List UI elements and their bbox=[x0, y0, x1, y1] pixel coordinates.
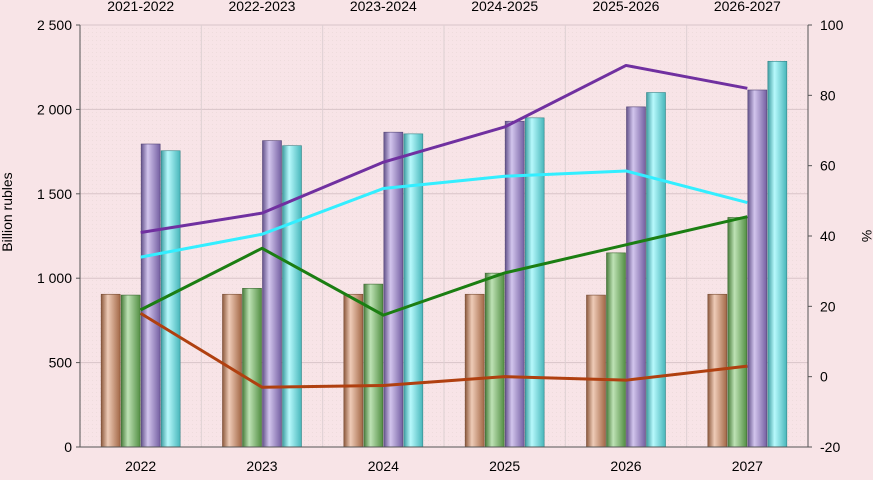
line-series1 bbox=[139, 312, 748, 389]
bar-series4 bbox=[403, 133, 424, 448]
x-tick-label: 2027 bbox=[732, 458, 763, 474]
bar-series4 bbox=[646, 92, 666, 448]
y-tick-label: 2 000 bbox=[37, 101, 72, 117]
bar-series4 bbox=[767, 60, 788, 448]
bar-series2 bbox=[484, 272, 505, 448]
x-tick-label: 2026 bbox=[610, 458, 641, 474]
y2-tick-label: 0 bbox=[820, 369, 828, 385]
y-tick-label: 0 bbox=[64, 439, 72, 455]
top-x-tick-label: 2024-2025 bbox=[471, 0, 538, 14]
y2-tick-label: -20 bbox=[820, 439, 840, 455]
top-x-tick-label: 2022-2023 bbox=[229, 0, 296, 14]
tick-labels: 0 500 1 000 1 500 2 000 2 500 -20 0 20 40 60 80 100 2… bbox=[37, 0, 844, 474]
bar-series3 bbox=[262, 140, 282, 448]
x-tick-label: 2025 bbox=[489, 458, 520, 474]
y-tick-label: 500 bbox=[49, 355, 73, 371]
x-tick-label: 2022 bbox=[125, 458, 156, 474]
top-x-tick-label: 2021-2022 bbox=[107, 0, 174, 14]
y2-tick-label: 60 bbox=[820, 158, 836, 174]
bar-series2 bbox=[120, 294, 141, 448]
bar-series3 bbox=[140, 143, 161, 448]
y-tick-label: 1 500 bbox=[37, 186, 72, 202]
bar-series1 bbox=[100, 293, 121, 448]
y2-tick-label: 40 bbox=[820, 228, 836, 244]
bar-series1 bbox=[343, 293, 364, 448]
y-tick-label: 2 500 bbox=[37, 17, 72, 33]
y2-axis-title: % bbox=[859, 230, 873, 242]
bar-series3 bbox=[626, 106, 646, 448]
x-tick-label: 2023 bbox=[246, 458, 277, 474]
top-x-tick-label: 2026-2027 bbox=[714, 0, 781, 14]
y-axis-title: Billion rubles bbox=[0, 172, 15, 251]
top-x-tick-label: 2025-2026 bbox=[593, 0, 660, 14]
bar-series1 bbox=[586, 294, 606, 448]
y2-tick-label: 20 bbox=[820, 298, 836, 314]
bar-group bbox=[100, 60, 788, 448]
bar-series2 bbox=[606, 252, 626, 448]
bar-series4 bbox=[524, 117, 545, 448]
line-series2 bbox=[139, 215, 748, 317]
bar-series2 bbox=[727, 217, 748, 448]
bar-series2 bbox=[242, 288, 262, 448]
bar-series3 bbox=[504, 120, 525, 448]
line-series4 bbox=[140, 169, 748, 259]
x-tick-label: 2024 bbox=[368, 458, 399, 474]
line-group bbox=[139, 63, 748, 389]
axes bbox=[76, 24, 812, 448]
y2-tick-label: 80 bbox=[820, 87, 836, 103]
bar-series4 bbox=[282, 145, 302, 448]
top-x-tick-label: 2023-2024 bbox=[350, 0, 417, 14]
y-tick-label: 1 000 bbox=[37, 270, 72, 286]
bar-series3 bbox=[383, 131, 404, 448]
line-series3 bbox=[140, 63, 748, 234]
bar-series1 bbox=[464, 293, 485, 448]
y2-tick-label: 100 bbox=[820, 17, 844, 33]
bar-series3 bbox=[747, 89, 768, 448]
